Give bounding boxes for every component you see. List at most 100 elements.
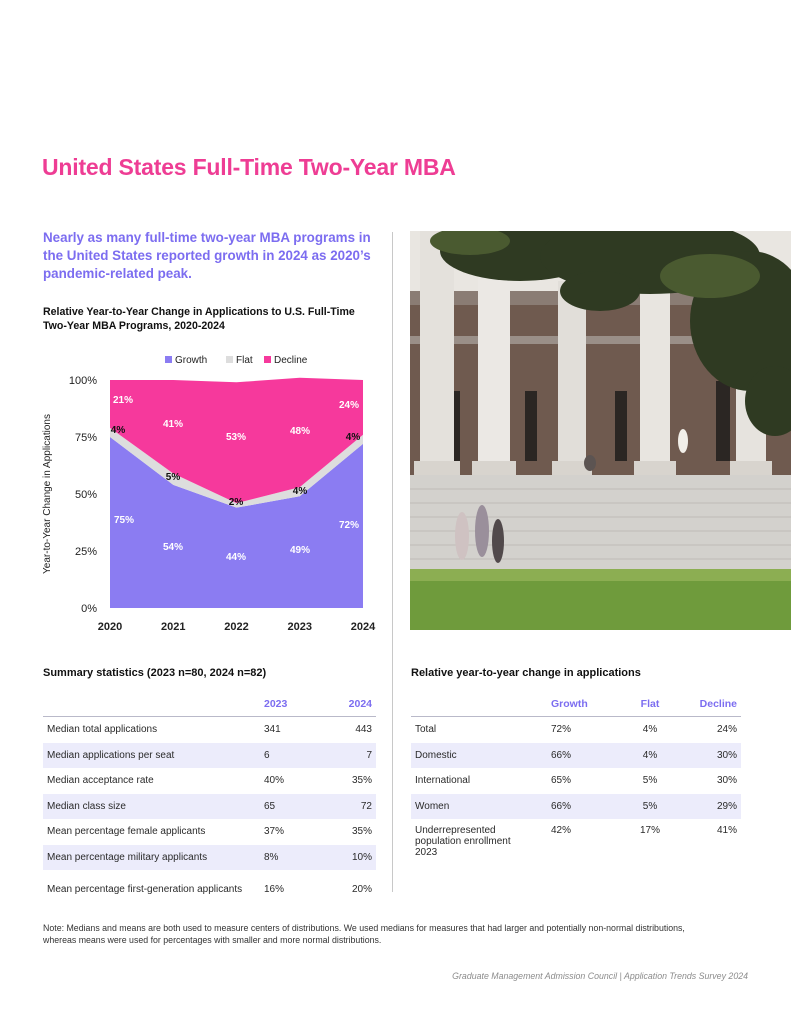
legend-swatch-flat — [226, 356, 233, 363]
cell-flat: 4% — [642, 749, 658, 761]
cell-2024: 10% — [351, 851, 372, 863]
column-header-decline: Decline — [699, 698, 737, 710]
data-label-growth: 54% — [163, 542, 183, 553]
campus-building-image — [410, 231, 791, 630]
row-label: Median class size — [47, 800, 126, 812]
data-label-decline: 53% — [226, 432, 246, 443]
legend-swatch-decline — [264, 356, 271, 363]
row-label: Mean percentage first-generation applica… — [47, 883, 243, 895]
data-label-decline: 48% — [290, 426, 310, 437]
data-label-flat: 2% — [229, 497, 244, 508]
table-row: Women 66% 5% 29% — [411, 793, 741, 819]
cell-2024: 7 — [366, 749, 372, 761]
data-label-flat: 4% — [293, 486, 308, 497]
table-row: Total 72% 4% 24% — [411, 717, 741, 743]
x-tick-label: 2022 — [224, 621, 248, 633]
row-label: Median acceptance rate — [47, 775, 154, 787]
cell-growth: 65% — [551, 775, 572, 787]
row-label: Mean percentage military applicants — [47, 851, 208, 863]
legend-label-flat: Flat — [236, 355, 253, 366]
table-header-row: 2023 2024 — [43, 692, 376, 717]
cell-2024: 20% — [351, 883, 372, 895]
column-header-flat: Flat — [640, 698, 660, 710]
cell-growth: 72% — [551, 724, 572, 736]
row-label: Median total applications — [47, 724, 158, 736]
table-header-row: Growth Flat Decline — [411, 692, 741, 717]
y-axis-label: Year-to-Year Change in Applications — [42, 414, 53, 574]
row-label: Total — [415, 724, 437, 736]
legend-swatch-growth — [165, 356, 172, 363]
cell-2023: 37% — [264, 826, 285, 838]
table-row: Underrepresented population enrollment 2… — [411, 819, 741, 867]
data-label-decline: 24% — [339, 400, 359, 411]
table-row: Median acceptance rate 40% 35% — [43, 768, 376, 794]
cell-flat: 17% — [639, 825, 660, 836]
methodology-note: Note: Medians and means are both used to… — [43, 923, 685, 945]
table-row: Mean percentage first-generation applica… — [43, 870, 376, 908]
data-label-flat: 5% — [166, 472, 181, 483]
cell-flat: 5% — [642, 800, 658, 812]
y-tick-label: 50% — [75, 489, 97, 501]
page-title: United States Full-Time Two-Year MBA — [42, 154, 456, 180]
table-row: Mean percentage military applicants 8% 1… — [43, 844, 376, 870]
chart-svg: 0% 25% 50% 75% 100% 2020 2021 2022 2023 2024 Year-… — [42, 355, 376, 633]
legend-label-decline: Decline — [274, 355, 308, 366]
y-tick-label: 75% — [75, 432, 97, 444]
cell-growth: 66% — [551, 749, 572, 761]
relative-table-title: Relative year-to-year change in applicat… — [411, 667, 641, 679]
chart-title: Relative Year-to-Year Change in Applicat… — [43, 306, 355, 332]
table-row: Median class size 65 72 — [43, 793, 376, 819]
data-label-growth: 72% — [339, 520, 359, 531]
table-row: Mean percentage female applicants 37% 35… — [43, 819, 376, 845]
row-label: International — [415, 775, 471, 787]
cell-2023: 8% — [264, 851, 279, 863]
cell-growth: 66% — [551, 800, 572, 812]
row-label: Mean percentage female applicants — [47, 826, 206, 838]
column-header-2023: 2023 — [264, 698, 288, 710]
data-label-decline: 21% — [113, 395, 133, 406]
area-flat — [110, 427, 363, 508]
x-tick-label: 2021 — [161, 621, 185, 633]
lead-paragraph: Nearly as many full-time two-year MBA pr… — [43, 230, 371, 281]
area-growth — [110, 437, 363, 608]
cell-decline: 29% — [716, 800, 737, 812]
cell-2024: 35% — [351, 826, 372, 838]
cell-2023: 65 — [264, 800, 276, 812]
relative-change-table: Growth Flat Decline Total 72% 4% 24% Dom… — [411, 692, 741, 867]
campus-photo — [410, 231, 791, 630]
cell-2024: 72 — [360, 800, 372, 812]
data-label-decline: 41% — [163, 419, 183, 430]
data-label-growth: 44% — [226, 552, 246, 563]
column-header-2024: 2024 — [348, 698, 372, 710]
column-header-growth: Growth — [551, 698, 588, 710]
summary-table-title: Summary statistics (2023 n=80, 2024 n=82… — [43, 667, 267, 679]
area-decline — [110, 377, 363, 504]
cell-decline: 24% — [716, 724, 737, 736]
data-label-growth: 75% — [114, 515, 134, 526]
x-tick-label: 2024 — [351, 621, 376, 633]
cell-decline: 41% — [716, 825, 737, 836]
cell-flat: 4% — [642, 724, 658, 736]
row-label: Domestic — [415, 749, 457, 761]
summary-statistics-table: 2023 2024 Median total applications 341 … — [43, 692, 376, 908]
cell-2023: 341 — [264, 724, 281, 736]
cell-growth: 42% — [551, 825, 572, 836]
column-header — [411, 692, 537, 717]
column-header — [43, 692, 256, 717]
cell-2023: 40% — [264, 775, 285, 787]
table-row: Median applications per seat 6 7 — [43, 742, 376, 768]
x-tick-label: 2020 — [98, 621, 122, 633]
table-row: Median total applications 341 443 — [43, 717, 376, 743]
cell-decline: 30% — [716, 749, 737, 761]
table-row: International 65% 5% 30% — [411, 768, 741, 794]
y-tick-label: 0% — [81, 603, 97, 615]
row-label: Women — [415, 800, 450, 812]
cell-flat: 5% — [642, 775, 658, 787]
legend-label-growth: Growth — [175, 355, 207, 366]
table-row: Domestic 66% 4% 30% — [411, 742, 741, 768]
cell-2023: 16% — [264, 883, 285, 895]
y-tick-label: 100% — [69, 375, 97, 387]
page-footer: Graduate Management Admission Council | … — [452, 971, 748, 981]
cell-decline: 30% — [716, 775, 737, 787]
cell-2024: 443 — [355, 724, 372, 736]
